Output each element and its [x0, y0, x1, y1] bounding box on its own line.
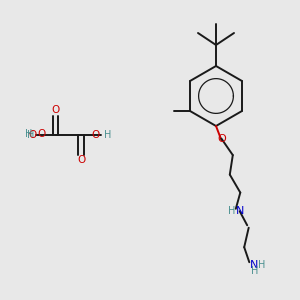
- Text: N: N: [236, 206, 244, 216]
- Text: O: O: [77, 154, 85, 165]
- Text: N: N: [250, 260, 259, 270]
- Text: O: O: [37, 129, 45, 140]
- Text: O: O: [51, 105, 60, 116]
- Text: H: H: [258, 260, 265, 271]
- Text: H: H: [25, 129, 32, 140]
- Text: O: O: [29, 130, 37, 140]
- Text: O: O: [217, 134, 226, 144]
- Text: O: O: [92, 130, 100, 140]
- Text: H: H: [27, 130, 34, 140]
- Text: H: H: [104, 130, 112, 140]
- Text: H: H: [251, 266, 258, 276]
- Text: H: H: [228, 206, 236, 216]
